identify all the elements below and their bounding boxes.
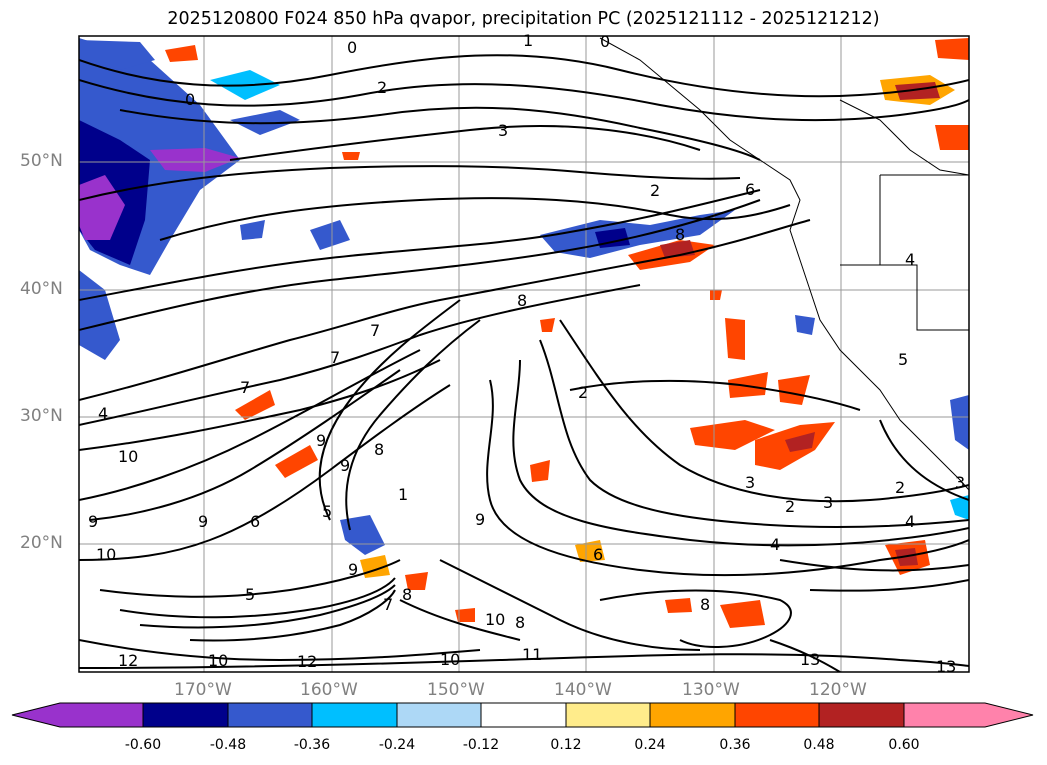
colorbar-swatch-neg048-neg036: [227, 702, 313, 728]
lat-label-50n: 50°N: [20, 151, 63, 171]
contour-label: 12: [297, 652, 317, 671]
contour-label: 4: [770, 535, 780, 554]
colorbar-tick: -0.12: [462, 737, 500, 753]
colorbar-swatch-lt-neg060: [11, 702, 144, 728]
colorbar-swatch-neg012-012: [480, 702, 567, 728]
contour-label: 0: [185, 90, 195, 109]
colorbar-swatch-p048-p060: [818, 702, 905, 728]
positive-shading: [165, 38, 969, 628]
colorbar-swatch-p024-p036: [649, 702, 736, 728]
contour-label: 8: [675, 225, 685, 244]
contour-label: 10: [485, 610, 505, 629]
lat-label-30n: 30°N: [20, 406, 63, 426]
contour-label: 10: [96, 545, 116, 564]
contour-label: 4: [905, 250, 915, 269]
contour-label: 3: [745, 473, 755, 492]
contour-label: 4: [905, 512, 915, 531]
contour-label: 9: [475, 510, 485, 529]
contour-label: 6: [745, 180, 755, 199]
lat-label-20n: 20°N: [20, 533, 63, 553]
contour-label: 5: [898, 350, 908, 369]
lon-label-150w: 150°W: [427, 680, 485, 700]
contour-label: 0: [600, 32, 610, 51]
colorbar-tick: 0.24: [634, 737, 666, 753]
contour-label: 2: [377, 78, 387, 97]
contour-label: 8: [374, 440, 384, 459]
contour-label: 8: [402, 585, 412, 604]
contour-label: 1: [523, 31, 533, 50]
colorbar-tick: -0.24: [378, 737, 416, 753]
colorbar-tick: -0.36: [293, 737, 331, 753]
contour-label: 7: [383, 595, 393, 614]
contour-label: 7: [370, 321, 380, 340]
graticule: [79, 36, 969, 672]
contour-label: 4: [98, 404, 108, 423]
contour-labels: 0 1 0 2 3 0 2 4 6 8 8 7 7 7 4 10 9 9 8 6…: [88, 31, 965, 676]
contour-label: 5: [245, 585, 255, 604]
contour-label: 3: [498, 121, 508, 140]
lat-label-40n: 40°N: [20, 279, 63, 299]
colorbar-tick: -0.48: [209, 737, 247, 753]
colorbar-tick: 0.12: [550, 737, 582, 753]
contour-label: 8: [515, 613, 525, 632]
contour-label: 13: [936, 657, 956, 676]
contour-label: 8: [700, 595, 710, 614]
qvapor-contours: [79, 54, 969, 672]
contour-label: 7: [330, 348, 340, 367]
contour-label: 6: [250, 512, 260, 531]
contour-label: 10: [440, 650, 460, 669]
contour-label: 11: [522, 645, 542, 664]
contour-label: 9: [340, 456, 350, 475]
map-title: 2025120800 F024 850 hPa qvapor, precipit…: [167, 9, 880, 29]
lon-label-140w: 140°W: [554, 680, 612, 700]
contour-label: 9: [348, 560, 358, 579]
contour-label: 9: [316, 431, 326, 450]
contour-label: 2: [578, 383, 588, 402]
colorbar-swatch-neg036-neg024: [311, 702, 398, 728]
colorbar-tick: 0.36: [719, 737, 751, 753]
colorbar-tick: 0.60: [888, 737, 920, 753]
lon-label-160w: 160°W: [300, 680, 358, 700]
contour-label: 10: [118, 447, 138, 466]
coastlines: [599, 37, 969, 491]
lon-label-170w: 170°W: [174, 680, 232, 700]
colorbar-tick: -0.60: [124, 737, 162, 753]
contour-label: 7: [240, 378, 250, 397]
map-plot: [79, 36, 969, 672]
contour-label: 3: [823, 493, 833, 512]
contour-label: 2: [895, 478, 905, 497]
contour-label: 12: [118, 651, 138, 670]
contour-label: 9: [198, 512, 208, 531]
map-frame: [78, 35, 970, 673]
contour-label: 5: [322, 502, 332, 521]
lon-label-130w: 130°W: [682, 680, 740, 700]
colorbar: [11, 702, 1034, 728]
contour-label: 13: [800, 650, 820, 669]
lon-label-120w: 120°W: [809, 680, 867, 700]
contour-label: 0: [347, 38, 357, 57]
colorbar-swatch-p036-p048: [734, 702, 820, 728]
contour-label: 1: [398, 485, 408, 504]
contour-label: 10: [208, 651, 228, 670]
colorbar-swatch-neg060-neg048: [142, 702, 229, 728]
contour-label: 9: [88, 512, 98, 531]
contour-label: 8: [517, 291, 527, 310]
colorbar-swatch-gt-p060: [903, 702, 1034, 728]
contour-label: 3: [955, 473, 965, 492]
colorbar-tick: 0.48: [803, 737, 835, 753]
contour-label: 2: [650, 181, 660, 200]
contour-label: 6: [593, 545, 603, 564]
colorbar-swatch-p012-p024: [565, 702, 651, 728]
contour-label: 2: [785, 497, 795, 516]
colorbar-swatch-neg024-neg012: [396, 702, 482, 728]
